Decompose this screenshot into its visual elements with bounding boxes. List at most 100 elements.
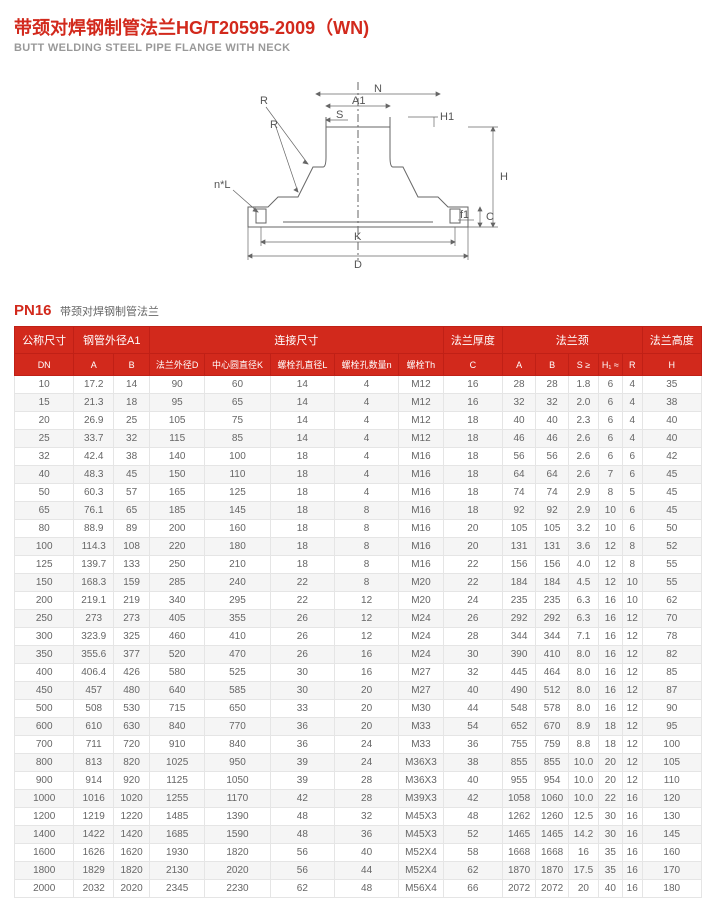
cell: 160 bbox=[205, 520, 270, 538]
cell: 92 bbox=[536, 502, 569, 520]
cell: 32 bbox=[536, 394, 569, 412]
cell: 120 bbox=[642, 790, 702, 808]
cell: 30 bbox=[598, 826, 622, 844]
header-col: R bbox=[622, 354, 642, 376]
table-row: 350355.63775204702616M24303904108.016128… bbox=[15, 646, 702, 664]
cell: M39X3 bbox=[399, 790, 443, 808]
table-row: 80081382010259503924M36X33885585510.0201… bbox=[15, 754, 702, 772]
cell: 12 bbox=[334, 628, 398, 646]
cell: 42 bbox=[270, 790, 334, 808]
cell: M45X3 bbox=[399, 826, 443, 844]
cell: M33 bbox=[399, 736, 443, 754]
cell: 8 bbox=[334, 556, 398, 574]
cell: 25 bbox=[15, 430, 74, 448]
cell: 36 bbox=[270, 718, 334, 736]
cell: 1422 bbox=[74, 826, 114, 844]
cell: 219.1 bbox=[74, 592, 114, 610]
header-group: 连接尺寸 bbox=[150, 327, 444, 354]
cell: 6 bbox=[598, 394, 622, 412]
cell: 7.1 bbox=[569, 628, 599, 646]
cell: 1170 bbox=[205, 790, 270, 808]
cell: 20 bbox=[15, 412, 74, 430]
cell: 1820 bbox=[205, 844, 270, 862]
cell: 500 bbox=[15, 700, 74, 718]
dim-label: S bbox=[336, 109, 343, 121]
table-row: 2533.73211585144M121846462.66440 bbox=[15, 430, 702, 448]
header-group: 公称尺寸 bbox=[15, 327, 74, 354]
cell: 18 bbox=[443, 412, 502, 430]
cell: 20 bbox=[443, 538, 502, 556]
cell: 85 bbox=[642, 664, 702, 682]
cell: 40 bbox=[503, 412, 536, 430]
cell: 200 bbox=[15, 592, 74, 610]
table-row: 4048.345150110184M161864642.67645 bbox=[15, 466, 702, 484]
cell: M33 bbox=[399, 718, 443, 736]
cell: 16 bbox=[622, 862, 642, 880]
cell: 52 bbox=[443, 826, 502, 844]
cell: 90 bbox=[642, 700, 702, 718]
cell: 2020 bbox=[205, 862, 270, 880]
cell: 35 bbox=[642, 376, 702, 394]
cell: 820 bbox=[114, 754, 150, 772]
cell: 24 bbox=[334, 754, 398, 772]
cell: 12 bbox=[598, 556, 622, 574]
cell: 650 bbox=[205, 700, 270, 718]
cell: 755 bbox=[503, 736, 536, 754]
cell: 85 bbox=[205, 430, 270, 448]
cell: 6.3 bbox=[569, 592, 599, 610]
cell: 131 bbox=[503, 538, 536, 556]
cell: 210 bbox=[205, 556, 270, 574]
cell: M24 bbox=[399, 646, 443, 664]
cell: 7 bbox=[598, 466, 622, 484]
cell: 35 bbox=[598, 862, 622, 880]
cell: 390 bbox=[503, 646, 536, 664]
cell: 24 bbox=[443, 592, 502, 610]
cell: 74 bbox=[536, 484, 569, 502]
cell: 28 bbox=[334, 772, 398, 790]
cell: M16 bbox=[399, 538, 443, 556]
cell: 325 bbox=[114, 628, 150, 646]
cell: 18 bbox=[270, 556, 334, 574]
cell: 65 bbox=[205, 394, 270, 412]
cell: 22 bbox=[270, 574, 334, 592]
cell: 46 bbox=[536, 430, 569, 448]
cell: 36 bbox=[334, 826, 398, 844]
cell: 145 bbox=[205, 502, 270, 520]
cell: 12 bbox=[598, 574, 622, 592]
header-group: 法兰颈 bbox=[503, 327, 642, 354]
cell: 95 bbox=[150, 394, 205, 412]
cell: 139.7 bbox=[74, 556, 114, 574]
cell: 140 bbox=[150, 448, 205, 466]
cell: 10.0 bbox=[569, 772, 599, 790]
dim-label: A1 bbox=[352, 95, 365, 107]
cell: 16 bbox=[598, 664, 622, 682]
table-row: 160016261620193018205640M52X458166816681… bbox=[15, 844, 702, 862]
cell: 12 bbox=[622, 682, 642, 700]
cell: 855 bbox=[503, 754, 536, 772]
cell: 464 bbox=[536, 664, 569, 682]
dim-label: C bbox=[486, 211, 494, 223]
cell: 292 bbox=[536, 610, 569, 628]
table-row: 5005085307156503320M30445485788.0161290 bbox=[15, 700, 702, 718]
cell: 39 bbox=[270, 754, 334, 772]
cell: 32 bbox=[334, 808, 398, 826]
cell: 14 bbox=[270, 412, 334, 430]
cell: 1600 bbox=[15, 844, 74, 862]
cell: 1262 bbox=[503, 808, 536, 826]
cell: 273 bbox=[114, 610, 150, 628]
cell: 100 bbox=[205, 448, 270, 466]
cell: 22 bbox=[270, 592, 334, 610]
cell: 355.6 bbox=[74, 646, 114, 664]
cell: 32 bbox=[114, 430, 150, 448]
cell: 480 bbox=[114, 682, 150, 700]
cell: 285 bbox=[150, 574, 205, 592]
cell: 105 bbox=[150, 412, 205, 430]
cell: 95 bbox=[642, 718, 702, 736]
cell: 1390 bbox=[205, 808, 270, 826]
cell: 56 bbox=[503, 448, 536, 466]
cell: 1620 bbox=[114, 844, 150, 862]
cell: 17.2 bbox=[74, 376, 114, 394]
cell: M27 bbox=[399, 664, 443, 682]
cell: 1260 bbox=[536, 808, 569, 826]
cell: 508 bbox=[74, 700, 114, 718]
